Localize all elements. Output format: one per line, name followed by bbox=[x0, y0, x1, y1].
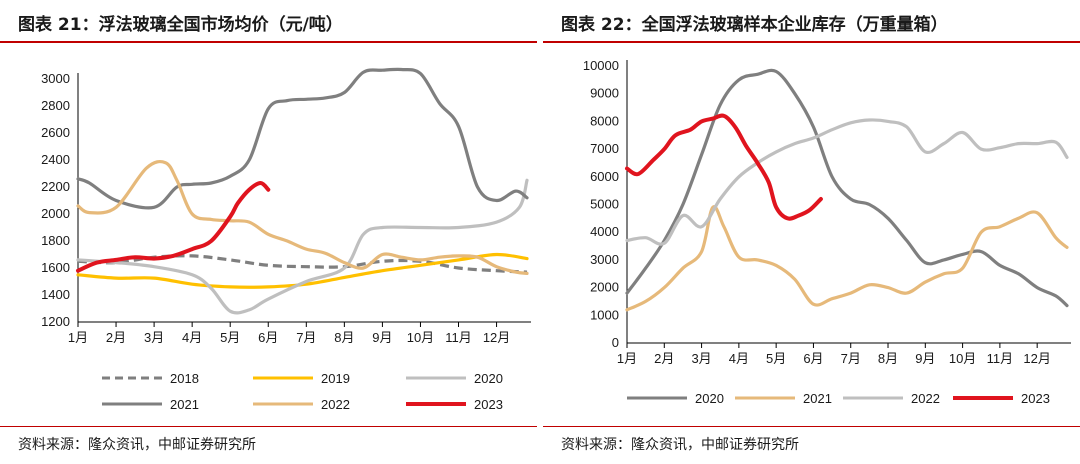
legend-label-2020: 2020 bbox=[474, 371, 503, 386]
series-line-2021 bbox=[76, 67, 529, 210]
legend-label-2021: 2021 bbox=[803, 391, 832, 406]
legend-label-2022: 2022 bbox=[321, 397, 350, 412]
x-tick-label: 12月 bbox=[483, 330, 510, 345]
panel-price-chart: 图表 21：浮法玻璃全国市场均价（元/吨） 1200 1400 1600 1800 20… bbox=[0, 0, 537, 464]
x-tick-label: 7月 bbox=[296, 330, 316, 345]
legend-label-2020: 2020 bbox=[695, 391, 724, 406]
legend-label-2022: 2022 bbox=[911, 391, 940, 406]
x-tick-label: 4月 bbox=[182, 330, 202, 345]
chart-title: 图表 22：全国浮法玻璃样本企业库存（万重量箱） bbox=[561, 15, 948, 35]
y-tick-label: 6000 bbox=[590, 169, 619, 184]
legend-label-2019: 2019 bbox=[321, 371, 350, 386]
series-line-2022 bbox=[76, 159, 529, 275]
source-note: 资料来源：隆众资讯，中邮证券研究所 bbox=[561, 437, 799, 453]
legend-label-2021: 2021 bbox=[170, 397, 199, 412]
x-tick-label: 5月 bbox=[766, 351, 786, 366]
x-tick-label: 4月 bbox=[729, 351, 749, 366]
source-divider bbox=[543, 426, 1080, 427]
y-tick-label: 7000 bbox=[590, 141, 619, 156]
x-tick-label: 3月 bbox=[144, 330, 164, 345]
x-tick-label: 9月 bbox=[372, 330, 392, 345]
y-tick-label: 3000 bbox=[590, 252, 619, 267]
y-tick-label: 4000 bbox=[590, 224, 619, 239]
y-tick-label: 2000 bbox=[41, 206, 70, 221]
series-line-2020 bbox=[625, 68, 1069, 308]
legend-label-2023: 2023 bbox=[474, 397, 503, 412]
x-tick-label: 1月 bbox=[617, 351, 637, 366]
x-tick-label: 5月 bbox=[220, 330, 240, 345]
y-tick-label: 1000 bbox=[590, 307, 619, 322]
y-tick-label: 2000 bbox=[590, 280, 619, 295]
source-divider bbox=[0, 426, 537, 427]
price-line-chart: 1200 1400 1600 1800 2000 2200 2400 2600 2800 3000… bbox=[41, 67, 531, 412]
x-tick-label: 6月 bbox=[803, 351, 823, 366]
x-tick-label: 2月 bbox=[654, 351, 674, 366]
y-tick-label: 2200 bbox=[41, 179, 70, 194]
y-tick-label: 8000 bbox=[590, 113, 619, 128]
x-tick-label: 6月 bbox=[258, 330, 278, 345]
y-tick-label: 2800 bbox=[41, 98, 70, 113]
series-line-2022 bbox=[625, 118, 1069, 246]
y-tick-label: 2600 bbox=[41, 125, 70, 140]
source-note: 资料来源：隆众资讯，中邮证券研究所 bbox=[18, 437, 256, 453]
series-line-2019 bbox=[76, 252, 529, 289]
y-tick-label: 0 bbox=[612, 335, 619, 350]
x-tick-label: 2月 bbox=[106, 330, 126, 345]
x-tick-label: 3月 bbox=[691, 351, 711, 366]
y-tick-label: 3000 bbox=[41, 71, 70, 86]
x-tick-label: 1月 bbox=[68, 330, 88, 345]
series-line-2021 bbox=[625, 204, 1069, 312]
x-tick-label: 10月 bbox=[407, 330, 434, 345]
legend-label-2023: 2023 bbox=[1021, 391, 1050, 406]
x-tick-label: 8月 bbox=[334, 330, 354, 345]
x-tick-label: 8月 bbox=[878, 351, 898, 366]
series-line-2023 bbox=[625, 113, 823, 221]
x-tick-label: 9月 bbox=[915, 351, 935, 366]
title-divider bbox=[543, 41, 1080, 43]
y-tick-label: 2400 bbox=[41, 152, 70, 167]
x-tick-label: 11月 bbox=[987, 351, 1014, 366]
y-tick-label: 1600 bbox=[41, 260, 70, 275]
y-tick-label: 9000 bbox=[590, 86, 619, 101]
inventory-line-chart: 0 1000 2000 3000 4000 5000 6000 7000 8000 9000 100… bbox=[583, 58, 1071, 406]
x-tick-label: 7月 bbox=[841, 351, 861, 366]
y-tick-label: 1800 bbox=[41, 233, 70, 248]
legend-label-2018: 2018 bbox=[170, 371, 199, 386]
y-tick-label: 1400 bbox=[41, 287, 70, 302]
chart-title: 图表 21：浮法玻璃全国市场均价（元/吨） bbox=[18, 15, 343, 35]
series-line-2023 bbox=[76, 181, 271, 273]
x-tick-label: 11月 bbox=[445, 330, 472, 345]
y-tick-label: 1200 bbox=[41, 314, 70, 329]
x-tick-label: 12月 bbox=[1023, 351, 1050, 366]
y-tick-label: 10000 bbox=[583, 58, 619, 73]
y-tick-label: 5000 bbox=[590, 197, 619, 212]
title-divider bbox=[0, 41, 537, 43]
series-line-2020 bbox=[76, 178, 529, 315]
panel-inventory-chart: 图表 22：全国浮法玻璃样本企业库存（万重量箱） 0 1000 2000 3000 40… bbox=[543, 0, 1080, 464]
x-tick-label: 10月 bbox=[949, 351, 976, 366]
